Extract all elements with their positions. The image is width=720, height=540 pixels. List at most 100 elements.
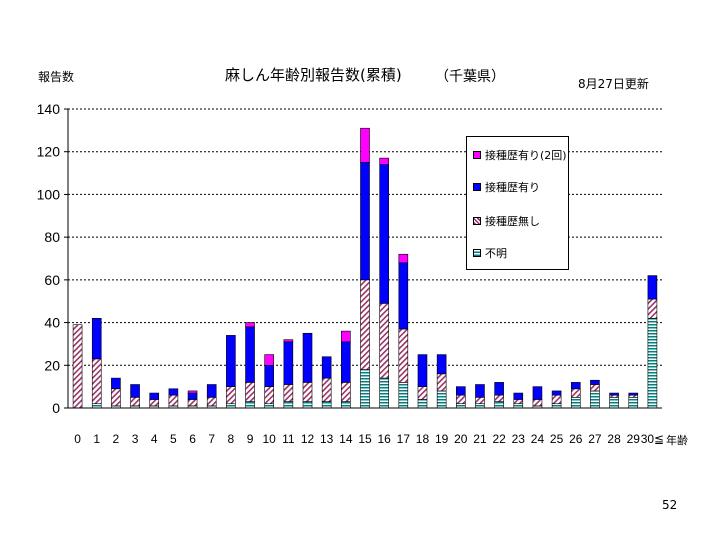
x-tick-label: 18 [416, 432, 430, 446]
bar-segment [341, 382, 351, 402]
bar-segment [321, 377, 332, 402]
bar-segment [436, 390, 447, 409]
bar-segment [628, 392, 639, 396]
bar-segment [398, 382, 409, 409]
bar-segment [91, 358, 102, 405]
bar-segment [226, 403, 236, 409]
x-tick-label: 30≦ [641, 432, 664, 446]
bar-segment [72, 324, 83, 409]
bar-segment [590, 390, 600, 409]
bar-segment [283, 339, 294, 343]
bar-segment [245, 382, 255, 402]
legend-swatch [473, 151, 481, 159]
x-tick-label: 5 [170, 432, 177, 446]
x-tick-label: 4 [151, 432, 158, 446]
bar-segment [436, 354, 447, 375]
bar-segment [187, 390, 198, 394]
x-tick-label: 21 [473, 432, 487, 446]
y-tick-labels: 0 20 40 60 80 100 120 140 [37, 101, 61, 416]
chart-title: 麻しん年齢別報告数(累積) [225, 66, 402, 84]
legend-label: 不明 [485, 247, 507, 260]
bar-segment [647, 298, 658, 319]
bar-segment [283, 341, 294, 385]
bar-segment [130, 397, 140, 407]
x-tick-label: 12 [301, 432, 315, 446]
bar-segment [647, 275, 658, 300]
y-tick-label: 20 [44, 357, 60, 373]
bar-segment [168, 394, 179, 407]
bar-segment [341, 341, 351, 383]
x-tick-label: 9 [247, 432, 254, 446]
bar-segment [302, 401, 313, 409]
bar-segment [570, 397, 581, 409]
bar-segment [494, 382, 504, 396]
x-tick-label: 6 [189, 432, 196, 446]
bar-segment [283, 401, 294, 409]
bar-segment [168, 388, 179, 396]
bar-segment [379, 377, 389, 409]
bar-segment [379, 303, 389, 379]
legend-label: 接種歴有り [485, 181, 540, 194]
bar-segment [226, 386, 236, 405]
bar-segment [628, 397, 639, 409]
x-tick-label: 19 [435, 432, 449, 446]
x-tick-label: 16 [377, 432, 391, 446]
bar-segment [609, 392, 619, 396]
y-tick-label: 60 [44, 272, 60, 288]
update-date: 8月27日更新 [578, 77, 649, 91]
bar-segment [187, 399, 198, 407]
bar-segment [91, 403, 102, 409]
bar-segment [398, 262, 409, 330]
legend-item-unknown: 不明 [473, 245, 507, 261]
bar-segment [360, 369, 370, 409]
bar-segment [206, 397, 217, 407]
bar-segment [570, 388, 581, 398]
bar-segment [321, 356, 332, 379]
bar-segment [245, 326, 255, 383]
bar-segment [417, 399, 428, 409]
legend-label: 接種歴有り(2回) [485, 149, 567, 162]
x-tick-label: 11 [282, 432, 295, 446]
x-tick-label: 13 [320, 432, 334, 446]
bar-segment [417, 386, 428, 400]
x-tick-label: 8 [228, 432, 235, 446]
legend-swatch [473, 183, 481, 191]
x-tick-label: 14 [339, 432, 353, 446]
bar-segment [360, 127, 370, 163]
bar-segment [149, 399, 160, 407]
legend-item-vaccinated-twice: 接種歴有り(2回) [473, 147, 567, 163]
bar-segment [111, 377, 121, 390]
y-tick-label: 80 [44, 229, 60, 245]
bar-segment [417, 354, 428, 387]
bar-segment [590, 384, 600, 392]
x-tick-label: 7 [208, 432, 215, 446]
bar-segment [456, 394, 466, 405]
chart-subtitle: （千葉県） [435, 69, 505, 85]
legend-item-vaccinated: 接種歴有り [473, 179, 540, 195]
bar-segment [475, 403, 485, 409]
bar-segment [91, 317, 102, 360]
x-tick-label: 2 [113, 432, 120, 446]
bar-segment [206, 384, 217, 398]
bars [72, 127, 658, 409]
bar-segment [647, 317, 658, 409]
bar-segment [570, 382, 581, 390]
x-tick-label: 10 [263, 432, 277, 446]
bar-segment [264, 403, 274, 409]
bar-segment [302, 382, 313, 402]
x-tick-label: 15 [358, 432, 372, 446]
legend-swatch [473, 217, 481, 225]
bar-segment [398, 328, 409, 383]
x-axis-label: 年齢 [666, 434, 688, 447]
bar-segment [187, 392, 198, 400]
bar-segment [475, 384, 485, 398]
bar-segment [264, 386, 274, 405]
bar-segment [609, 394, 619, 398]
bar-segment [456, 386, 466, 396]
x-tick-labels: 0 1 2 3 4 5 6 7 8 9 10 11 12 13 14 15 16 17 18 19 20 21 22 23 24… [74, 432, 664, 446]
y-tick-label: 100 [37, 186, 61, 202]
x-tick-label: 28 [607, 432, 621, 446]
bar-segment [264, 364, 274, 387]
y-tick-label: 140 [37, 101, 61, 117]
